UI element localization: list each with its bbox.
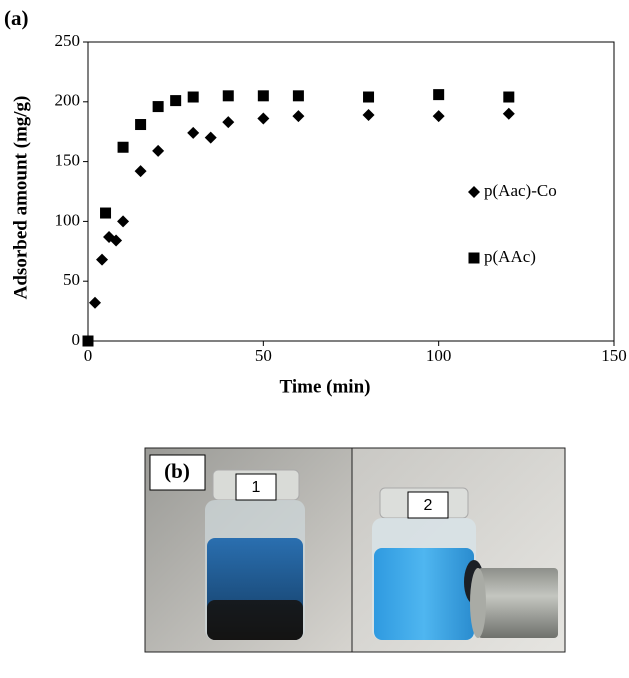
x-tick-label: 100	[426, 346, 452, 365]
marker-square	[187, 91, 199, 103]
x-tick-label: 50	[255, 346, 272, 365]
marker-diamond	[117, 215, 130, 228]
marker-square	[222, 90, 234, 102]
marker-diamond	[110, 234, 123, 247]
vial-label: 2	[424, 497, 433, 514]
y-axis-title: Adsorbed amount (mg/g)	[10, 96, 31, 300]
plot: 0 50 100 150 200 250 0 50 100 150 Time (min) Adsorb…	[10, 31, 626, 397]
marker-square	[100, 207, 112, 219]
marker-square	[152, 101, 164, 113]
magnet-face	[470, 568, 486, 638]
marker-diamond	[292, 110, 305, 123]
marker-square	[257, 90, 269, 102]
marker-square	[433, 89, 445, 101]
vial-label-box	[235, 473, 277, 501]
panel-label: (a)	[4, 6, 29, 30]
panel-label: (b)	[164, 459, 190, 483]
marker-square	[503, 91, 515, 103]
marker-diamond	[96, 253, 109, 266]
marker-diamond	[362, 108, 375, 121]
marker-square	[170, 95, 182, 107]
plot-frame	[87, 41, 615, 342]
marker-diamond	[468, 186, 480, 198]
photo-frame	[144, 447, 566, 653]
y-tick-label: 100	[55, 210, 81, 229]
marker-square	[468, 252, 480, 264]
marker-diamond	[89, 296, 102, 309]
marker-square	[292, 90, 304, 102]
marker-square	[135, 119, 147, 131]
x-tick-label: 0	[84, 346, 93, 365]
vial-liquid	[374, 548, 474, 640]
legend-label: p(AAc)	[484, 247, 536, 266]
marker-square	[117, 141, 129, 153]
y-tick-label: 0	[72, 330, 81, 349]
vial-label: 1	[252, 479, 261, 496]
marker-diamond	[257, 112, 270, 125]
legend-label: p(Aac)-Co	[484, 181, 557, 200]
y-tick-label: 50	[63, 270, 80, 289]
marker-diamond	[134, 165, 147, 178]
magnet	[478, 568, 558, 638]
sediment	[207, 600, 303, 640]
y-tick-label: 150	[55, 151, 81, 170]
panel-label-box	[149, 454, 206, 491]
y-tick-label: 250	[55, 31, 81, 50]
marker-diamond	[152, 144, 165, 157]
marker-square	[82, 335, 94, 347]
vial-label-box	[407, 491, 449, 519]
marker-diamond	[187, 126, 200, 139]
marker-diamond	[502, 107, 515, 120]
x-axis-title: Time (min)	[280, 376, 371, 397]
marker-diamond	[222, 116, 235, 129]
marker-square	[363, 91, 375, 103]
marker-diamond	[432, 110, 445, 123]
y-tick-label: 200	[55, 91, 81, 110]
x-tick-label: 150	[601, 346, 627, 365]
photo: (b) 1 2	[144, 447, 566, 653]
marker-diamond	[204, 131, 217, 144]
